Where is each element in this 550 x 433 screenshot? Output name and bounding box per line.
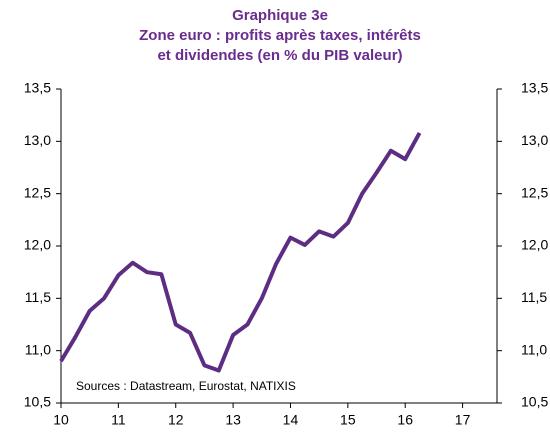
x-tick-label: 10 (53, 412, 69, 428)
chart-title: Graphique 3e (232, 7, 328, 24)
chart-title: Zone euro : profits après taxes, intérêt… (139, 27, 421, 44)
x-tick-label: 15 (340, 412, 356, 428)
y-tick-label: 11,5 (25, 289, 51, 305)
annotation: Sources : Datastream, Eurostat, NATIXIS (76, 379, 296, 393)
y2-tick-label: 10,5 (521, 394, 548, 410)
x-tick-label: 13 (225, 412, 241, 428)
x-tick-label: 11 (111, 412, 126, 428)
y2-tick-label: 11,5 (521, 289, 547, 305)
data-line (59, 131, 422, 373)
y-tick-label: 13,0 (24, 132, 51, 148)
y-tick-label: 13,5 (24, 80, 51, 96)
chart-title: et dividendes (en % du PIB valeur) (157, 47, 402, 64)
y-tick-label: 12,0 (24, 237, 51, 253)
y2-tick-label: 11,0 (521, 341, 547, 357)
y2-tick-label: 13,5 (521, 80, 548, 96)
y2-tick-label: 12,0 (521, 237, 548, 253)
y-tick-label: 12,5 (24, 184, 51, 200)
x-tick-label: 14 (283, 412, 299, 428)
x-tick-label: 17 (455, 412, 471, 428)
y-tick-label: 10,5 (24, 394, 51, 410)
y2-tick-label: 13,0 (521, 132, 548, 148)
y-tick-label: 11,0 (25, 341, 51, 357)
x-tick-label: 12 (168, 412, 184, 428)
x-tick-label: 16 (397, 412, 413, 428)
y2-tick-label: 12,5 (521, 184, 548, 200)
